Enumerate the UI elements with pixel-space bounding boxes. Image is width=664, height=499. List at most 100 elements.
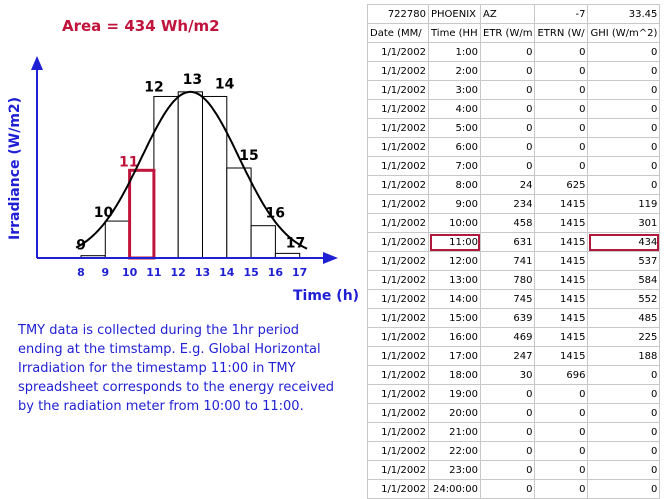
sheet-cell[interactable]: 33.45	[587, 4, 661, 24]
sheet-cell[interactable]: 188	[587, 346, 661, 366]
sheet-cell[interactable]: 0	[479, 460, 536, 480]
sheet-cell[interactable]: -7	[534, 4, 589, 24]
sheet-cell[interactable]: 1/1/2002	[367, 156, 429, 176]
sheet-cell[interactable]: 0	[587, 422, 661, 442]
sheet-cell[interactable]: 0	[587, 99, 661, 119]
sheet-cell[interactable]: 1/1/2002	[367, 99, 429, 119]
sheet-cell[interactable]: 1415	[534, 232, 589, 252]
sheet-cell[interactable]: 5:00	[428, 118, 481, 138]
sheet-cell[interactable]: 7:00	[428, 156, 481, 176]
sheet-cell[interactable]: 15:00	[428, 308, 481, 328]
sheet-cell[interactable]: ETRN (W/	[534, 23, 589, 43]
sheet-cell[interactable]: 1415	[534, 251, 589, 271]
sheet-cell[interactable]: 1415	[534, 308, 589, 328]
sheet-cell[interactable]: 1/1/2002	[367, 194, 429, 214]
sheet-cell[interactable]: 1/1/2002	[367, 213, 429, 233]
sheet-cell[interactable]: 10:00	[428, 213, 481, 233]
sheet-cell[interactable]: 19:00	[428, 384, 481, 404]
sheet-cell[interactable]: 247	[479, 346, 536, 366]
sheet-cell[interactable]: 0	[534, 422, 589, 442]
sheet-cell[interactable]: 1/1/2002	[367, 270, 429, 290]
sheet-cell[interactable]: 0	[587, 460, 661, 480]
sheet-cell[interactable]: 631	[479, 232, 536, 252]
sheet-cell[interactable]: 1/1/2002	[367, 251, 429, 271]
sheet-cell[interactable]: 21:00	[428, 422, 481, 442]
sheet-cell[interactable]: Date (MM/	[367, 23, 429, 43]
sheet-cell[interactable]: 722780	[367, 4, 429, 24]
sheet-cell[interactable]: 225	[587, 327, 661, 347]
sheet-cell[interactable]: 1/1/2002	[367, 365, 429, 385]
sheet-cell[interactable]: 22:00	[428, 441, 481, 461]
sheet-cell[interactable]: 469	[479, 327, 536, 347]
sheet-cell[interactable]: 1415	[534, 289, 589, 309]
sheet-cell[interactable]: AZ	[479, 4, 536, 24]
sheet-cell[interactable]: 1/1/2002	[367, 441, 429, 461]
sheet-cell[interactable]: 0	[534, 137, 589, 157]
sheet-cell[interactable]: 1415	[534, 194, 589, 214]
sheet-cell[interactable]: 1/1/2002	[367, 308, 429, 328]
sheet-cell[interactable]: 0	[534, 403, 589, 423]
sheet-cell[interactable]: 0	[587, 479, 661, 499]
sheet-cell[interactable]: 23:00	[428, 460, 481, 480]
sheet-cell[interactable]: 14:00	[428, 289, 481, 309]
sheet-cell[interactable]: 1/1/2002	[367, 42, 429, 62]
sheet-cell[interactable]: 1415	[534, 327, 589, 347]
sheet-cell[interactable]: 0	[534, 156, 589, 176]
sheet-cell[interactable]: 0	[587, 441, 661, 461]
sheet-cell[interactable]: 458	[479, 213, 536, 233]
sheet-cell[interactable]: 0	[587, 403, 661, 423]
sheet-cell[interactable]: 0	[534, 42, 589, 62]
sheet-cell[interactable]: 0	[479, 42, 536, 62]
sheet-cell[interactable]: 12:00	[428, 251, 481, 271]
sheet-cell[interactable]: 0	[479, 61, 536, 81]
sheet-cell[interactable]: 0	[587, 175, 661, 195]
sheet-cell[interactable]: 0	[587, 384, 661, 404]
sheet-cell[interactable]: 24	[479, 175, 536, 195]
sheet-cell[interactable]: 696	[534, 365, 589, 385]
sheet-cell[interactable]: 1/1/2002	[367, 175, 429, 195]
sheet-cell[interactable]: 20:00	[428, 403, 481, 423]
sheet-cell[interactable]: 0	[534, 460, 589, 480]
sheet-cell[interactable]: 0	[479, 479, 536, 499]
sheet-cell[interactable]: 3:00	[428, 80, 481, 100]
sheet-cell[interactable]: 0	[534, 441, 589, 461]
sheet-cell[interactable]: 1/1/2002	[367, 118, 429, 138]
sheet-cell[interactable]: 17:00	[428, 346, 481, 366]
sheet-cell[interactable]: 1/1/2002	[367, 384, 429, 404]
sheet-cell[interactable]: 0	[587, 137, 661, 157]
sheet-cell[interactable]: 0	[587, 61, 661, 81]
sheet-cell[interactable]: 0	[479, 403, 536, 423]
sheet-cell[interactable]: 0	[587, 365, 661, 385]
sheet-cell[interactable]: 0	[479, 156, 536, 176]
sheet-cell[interactable]: 1415	[534, 270, 589, 290]
sheet-cell[interactable]: ETR (W/m	[479, 23, 536, 43]
sheet-cell[interactable]: 1/1/2002	[367, 403, 429, 423]
sheet-cell[interactable]: 780	[479, 270, 536, 290]
sheet-cell[interactable]: 1415	[534, 346, 589, 366]
sheet-cell[interactable]: 234	[479, 194, 536, 214]
sheet-cell[interactable]: 434	[587, 232, 661, 252]
sheet-cell[interactable]: 537	[587, 251, 661, 271]
sheet-cell[interactable]: 30	[479, 365, 536, 385]
sheet-cell[interactable]: 4:00	[428, 99, 481, 119]
sheet-cell[interactable]: 1:00	[428, 42, 481, 62]
sheet-cell[interactable]: 485	[587, 308, 661, 328]
sheet-cell[interactable]: 0	[479, 99, 536, 119]
sheet-cell[interactable]: 1/1/2002	[367, 232, 429, 252]
sheet-cell[interactable]: 639	[479, 308, 536, 328]
sheet-cell[interactable]: 0	[479, 137, 536, 157]
sheet-cell[interactable]: 1/1/2002	[367, 80, 429, 100]
sheet-cell[interactable]: 0	[534, 479, 589, 499]
sheet-cell[interactable]: 2:00	[428, 61, 481, 81]
sheet-cell[interactable]: 552	[587, 289, 661, 309]
sheet-cell[interactable]: 625	[534, 175, 589, 195]
sheet-cell[interactable]: 0	[587, 118, 661, 138]
sheet-cell[interactable]: 1/1/2002	[367, 327, 429, 347]
sheet-cell[interactable]: 1415	[534, 213, 589, 233]
sheet-cell[interactable]: 0	[479, 80, 536, 100]
sheet-cell[interactable]: 0	[479, 384, 536, 404]
sheet-cell[interactable]: 1/1/2002	[367, 289, 429, 309]
sheet-cell[interactable]: 741	[479, 251, 536, 271]
sheet-cell[interactable]: 0	[587, 156, 661, 176]
sheet-cell[interactable]: 1/1/2002	[367, 460, 429, 480]
